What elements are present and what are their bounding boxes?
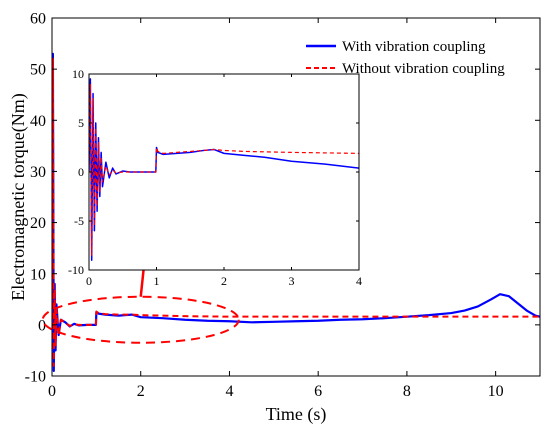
inset-y-tick-label: 5 [78, 116, 84, 130]
main-y-tick-label: 60 [30, 11, 46, 28]
main-y-tick-label: 20 [30, 215, 46, 232]
inset-x-tick-label: 3 [289, 274, 295, 288]
y-axis-label: Electromagnetic torque(Nm) [8, 93, 29, 300]
main-y-tick-label: 30 [30, 164, 46, 181]
inset-series-group [89, 78, 359, 261]
legend: With vibration coupling Without vibration… [306, 39, 505, 77]
inset-y-tick-label: -10 [68, 263, 84, 277]
main-y-tick-label: -10 [25, 369, 46, 386]
main-x-tick-label: 8 [403, 383, 411, 400]
main-x-tick-label: 2 [137, 383, 145, 400]
main-y-tick-label: 40 [30, 113, 46, 130]
legend-label-1: Without vibration coupling [342, 61, 505, 77]
main-x-tick-label: 6 [314, 383, 322, 400]
inset-y-tick-label: 0 [78, 165, 84, 179]
inset-x-tick-label: 0 [86, 274, 92, 288]
inset-y-tick-label: -5 [74, 214, 84, 228]
main-y-tick-label: 0 [38, 317, 46, 334]
legend-label-0: With vibration coupling [342, 39, 486, 55]
x-axis-label: Time (s) [266, 404, 327, 425]
inset-plot: 0 1 2 3 4 -10 -5 0 5 10 [68, 67, 362, 288]
main-x-tick-label: 0 [48, 383, 56, 400]
main-y-tick-label: 50 [30, 62, 46, 79]
main-axes-frame [51, 17, 541, 377]
inset-x-tick-label: 4 [356, 274, 362, 288]
main-series-line-1 [52, 57, 540, 367]
main-x-tick-label: 4 [225, 383, 233, 400]
inset-y-tick-label: 10 [72, 67, 84, 81]
zoom-ellipse [41, 295, 240, 344]
inset-x-tick-label: 1 [154, 274, 160, 288]
inset-series-line-1 [89, 83, 359, 256]
main-x-tick-label: 10 [488, 383, 504, 400]
main-y-tick-label: 10 [30, 266, 46, 283]
inset-x-tick-label: 2 [221, 274, 227, 288]
